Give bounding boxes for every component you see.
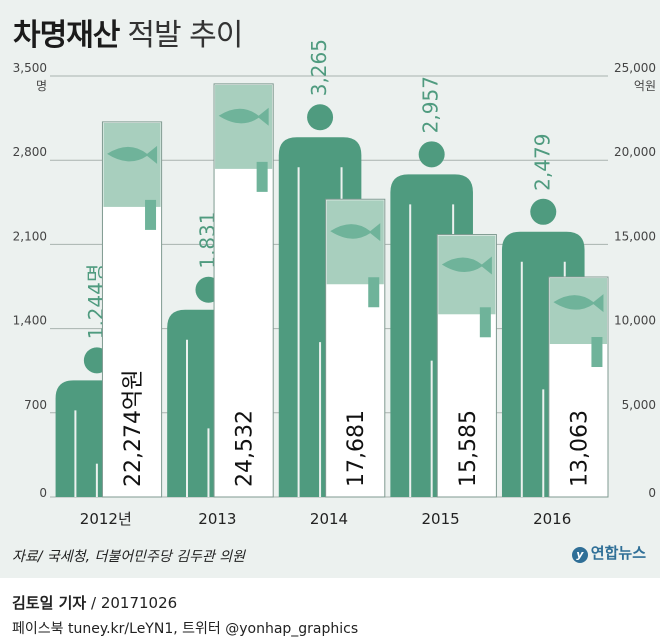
amount-value-label: 22,274억원 [121, 370, 146, 487]
amount-value-label: 24,532 [233, 410, 258, 487]
left-tick-label: 2,800 [13, 145, 47, 159]
social-links: 페이스북 tuney.kr/LeYN1, 트위터 @yonhap_graphic… [12, 621, 359, 637]
category-label: 2014 [310, 510, 348, 528]
tag-icon [591, 337, 603, 368]
tag-icon [368, 277, 380, 308]
right-tick-label: 5,000 [622, 398, 656, 412]
tag-icon [256, 161, 268, 192]
left-tick-label: 2,100 [13, 229, 47, 243]
left-axis-unit: 명 [36, 79, 47, 93]
amount-value-label: 15,585 [456, 410, 481, 487]
right-tick-label: 15,000 [614, 229, 656, 243]
left-tick-label: 3,500 [13, 61, 47, 75]
yonhap-logo-icon: y [571, 547, 588, 563]
right-axis-unit: 억원 [634, 79, 656, 93]
amount-bar-cap [438, 235, 496, 315]
category-label: 2013 [198, 510, 236, 528]
logo-text: 연합뉴스 [590, 544, 646, 562]
title-main: 차명재산 [13, 18, 120, 53]
byline-date: / 20171026 [86, 594, 178, 612]
tag-icon [145, 199, 157, 230]
right-tick-label: 25,000 [614, 61, 656, 75]
fish-icon [107, 145, 158, 164]
right-tick-label: 10,000 [614, 314, 656, 328]
category-label: 2015 [422, 510, 460, 528]
fish-icon [553, 294, 604, 313]
chart-panel: 차명재산 적발 추이 0 0 700 5,000 1,400 10,000 2,100 15,0… [0, 0, 660, 578]
title-sub: 적발 추이 [127, 18, 243, 53]
category-label: 2016 [533, 510, 571, 528]
byline: 김토일 기자 / 20171026 [12, 592, 177, 613]
person-head [530, 198, 557, 225]
right-tick-label: 0 [648, 486, 656, 500]
person-head [307, 104, 334, 131]
left-tick-label: 0 [39, 486, 47, 500]
right-tick-label: 20,000 [614, 145, 656, 159]
amount-bar-cap [549, 278, 607, 345]
amount-bar-cap [103, 122, 161, 207]
person-value-label: 3,265 [307, 39, 331, 96]
category-label: 2012년 [80, 510, 132, 528]
person-head [418, 141, 445, 168]
fish-icon [441, 256, 492, 275]
byline-name: 김토일 기자 [12, 594, 87, 612]
tag-icon [479, 307, 491, 338]
yonhap-logo: y 연합뉴스 [571, 542, 646, 563]
left-tick-label: 700 [24, 398, 47, 412]
amount-bar-cap [215, 84, 273, 169]
page-title: 차명재산 적발 추이 [13, 10, 243, 54]
amount-value-label: 17,681 [344, 410, 369, 487]
person-value-label: 2,957 [419, 76, 443, 133]
amount-value-label: 13,063 [567, 410, 592, 487]
fish-icon [330, 223, 381, 242]
left-tick-label: 1,400 [13, 314, 47, 328]
fish-icon [218, 107, 269, 126]
source-note: 자료/ 국세청, 더불어민주당 김두관 의원 [12, 549, 246, 565]
chart: 0 0 700 5,000 1,400 10,000 2,100 15,000 2,800 20,… [13, 39, 656, 528]
amount-bar-cap [326, 200, 384, 285]
person-value-label: 2,479 [530, 134, 554, 191]
